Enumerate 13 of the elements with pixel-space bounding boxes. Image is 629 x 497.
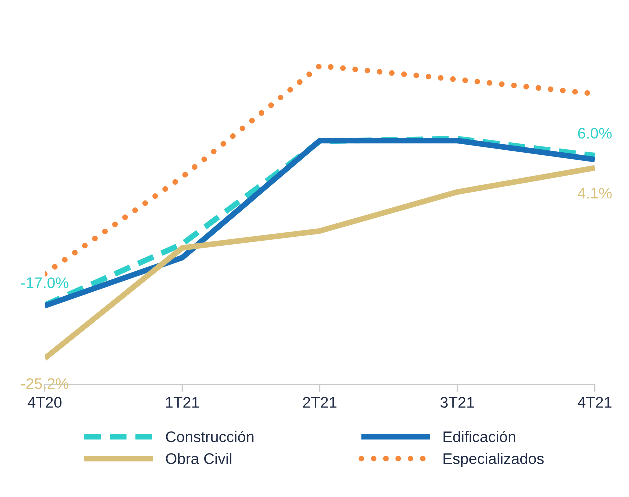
data-label: 4.1%: [578, 188, 612, 199]
x-tick-label: 3T21: [440, 397, 474, 408]
data-label: -25.2%: [21, 378, 69, 390]
x-tick-label: 4T21: [578, 397, 612, 408]
x-tick-label: 1T21: [166, 397, 200, 408]
legend-label: Edificación: [444, 431, 516, 442]
x-tick-label: 4T20: [28, 397, 62, 408]
data-label: -17.0%: [21, 278, 69, 288]
legend-label: Construcción: [166, 431, 254, 442]
legend-label: Especializados: [444, 453, 544, 468]
data-label: 6.0%: [578, 128, 612, 139]
legend-label: Obra Civil: [166, 453, 232, 464]
x-tick-label: 2T21: [303, 397, 337, 408]
